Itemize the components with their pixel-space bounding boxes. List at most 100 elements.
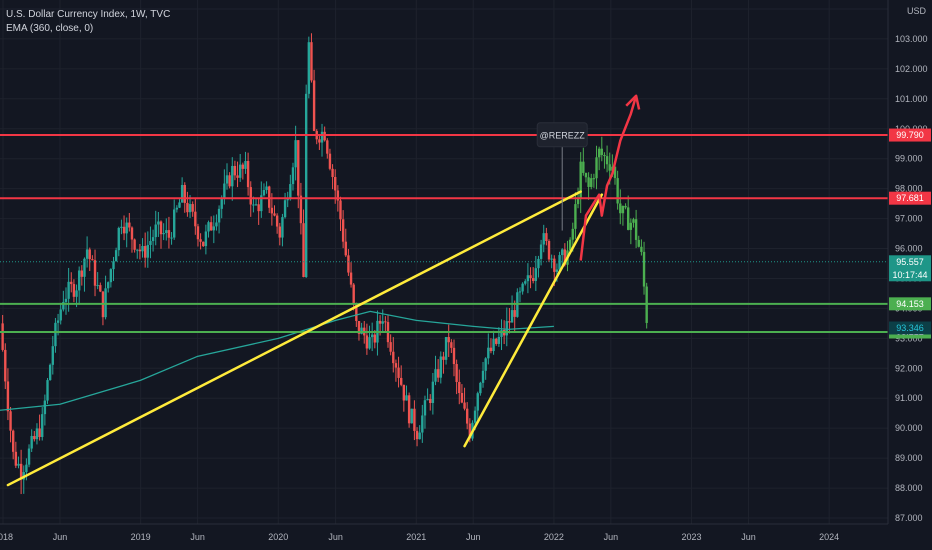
candle-body bbox=[378, 320, 382, 324]
candle bbox=[167, 216, 171, 249]
candle-body bbox=[138, 249, 142, 252]
candle-body bbox=[51, 346, 54, 365]
candle bbox=[537, 255, 540, 278]
candle-body bbox=[444, 337, 448, 360]
candle-body bbox=[344, 241, 347, 256]
candle bbox=[133, 238, 136, 253]
candle bbox=[373, 330, 377, 349]
candle bbox=[439, 351, 442, 384]
candle bbox=[584, 172, 588, 183]
candle bbox=[120, 219, 123, 235]
candle-body bbox=[613, 166, 617, 179]
time-axis: 2018 Jun 2019 Jun 2020 Jun 2021 Jun 2022 Jun 2023 J… bbox=[0, 523, 888, 550]
candle bbox=[587, 172, 590, 200]
indicator-label: EMA (360, close, 0) bbox=[6, 23, 94, 34]
candle bbox=[429, 394, 432, 411]
candle-body bbox=[352, 284, 355, 304]
time-tick-label: 2024 bbox=[819, 532, 839, 542]
candle bbox=[542, 224, 545, 253]
candle-body bbox=[600, 148, 604, 155]
candle bbox=[122, 215, 126, 241]
candle bbox=[35, 423, 39, 445]
candle-body bbox=[99, 285, 102, 292]
candle bbox=[307, 36, 311, 99]
candle-body bbox=[286, 199, 289, 201]
candle bbox=[125, 217, 128, 248]
current-price-countdown: 10:17:44 bbox=[892, 270, 927, 280]
candle-body bbox=[484, 358, 487, 371]
time-axis-background bbox=[0, 524, 888, 550]
symbol-title: U.S. Dollar Currency Index, 1W, TVC bbox=[6, 9, 171, 20]
candle bbox=[173, 199, 176, 240]
candle bbox=[347, 249, 350, 276]
annotation-label: @REREZZ bbox=[540, 131, 586, 141]
candle bbox=[640, 239, 643, 256]
candle-body bbox=[331, 168, 334, 177]
candle bbox=[297, 140, 300, 209]
candle bbox=[54, 317, 57, 353]
candle bbox=[136, 249, 139, 259]
candle-body bbox=[162, 233, 165, 235]
candle-body bbox=[500, 330, 503, 337]
candle-body bbox=[318, 139, 321, 143]
annotation-box bbox=[536, 122, 588, 148]
candle-body bbox=[209, 222, 213, 231]
candle-body bbox=[191, 204, 194, 212]
candle bbox=[349, 262, 353, 288]
candle-body bbox=[77, 270, 81, 291]
candle-body bbox=[590, 178, 593, 187]
candle-body bbox=[336, 190, 340, 201]
candle-body bbox=[547, 241, 551, 260]
candle bbox=[27, 444, 31, 468]
candle-body bbox=[91, 259, 94, 261]
candle bbox=[592, 173, 596, 188]
candle-body bbox=[178, 202, 181, 208]
candle-body bbox=[626, 207, 630, 230]
candle-body bbox=[9, 411, 12, 431]
candle bbox=[241, 162, 245, 180]
candle-body bbox=[368, 337, 371, 349]
candle bbox=[434, 355, 437, 386]
candle bbox=[62, 290, 65, 312]
candle-body bbox=[579, 161, 582, 199]
candle-body bbox=[410, 408, 413, 424]
candle-body bbox=[400, 377, 403, 385]
candle-body bbox=[539, 244, 543, 259]
price-tick-label: 101.000 bbox=[895, 94, 928, 104]
candle-body bbox=[249, 187, 252, 205]
candle-body bbox=[225, 175, 229, 184]
candle-body bbox=[96, 285, 99, 287]
candle bbox=[497, 327, 501, 347]
resistance-upper-tag bbox=[889, 128, 931, 142]
price-tick-label: 102.000 bbox=[895, 64, 928, 74]
candle bbox=[365, 323, 369, 355]
candle bbox=[217, 205, 221, 234]
price-tick-label: 91.000 bbox=[895, 393, 923, 403]
price-tick-label: 87.000 bbox=[895, 513, 923, 523]
projection-arrowhead bbox=[625, 94, 641, 110]
candle-body bbox=[136, 249, 139, 251]
candle-body bbox=[595, 157, 598, 179]
candle bbox=[547, 239, 551, 263]
candle-body bbox=[545, 233, 548, 242]
candle bbox=[204, 224, 208, 255]
time-tick-label: Jun bbox=[190, 532, 205, 542]
candle-body bbox=[568, 239, 572, 251]
candle bbox=[624, 203, 627, 210]
candle bbox=[99, 282, 102, 293]
candle-body bbox=[241, 164, 245, 169]
candle-body bbox=[262, 189, 266, 196]
candle bbox=[521, 282, 524, 295]
candle-body bbox=[513, 310, 516, 317]
candle bbox=[634, 209, 638, 249]
candle-body bbox=[6, 381, 10, 412]
candle-body bbox=[231, 165, 234, 187]
candle bbox=[320, 123, 324, 157]
currency-label: USD bbox=[907, 6, 927, 16]
candle-body bbox=[297, 140, 300, 196]
ema-value-tag bbox=[889, 321, 931, 335]
candle bbox=[539, 239, 543, 266]
candle-body bbox=[634, 219, 638, 240]
candle bbox=[489, 338, 493, 354]
